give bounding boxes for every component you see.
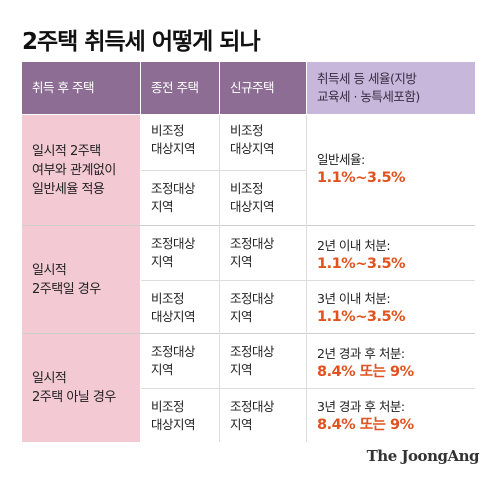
- cell-line: 조정대상: [230, 399, 275, 414]
- cell-line: 조정대상: [151, 344, 196, 359]
- group-2-label-line: 2주택일 경우: [32, 281, 101, 297]
- group-1-label-line: 여부와 관계없이: [32, 162, 116, 178]
- group-3-label-line: 2주택 아닐 경우: [32, 390, 116, 405]
- divider: [141, 170, 306, 171]
- rate-value: 1.1%~3.5%: [317, 256, 406, 272]
- cell-line: 지역: [151, 199, 174, 214]
- header-rate-line1: 취득세 등 세율(지방: [317, 71, 417, 86]
- group-1-label-line: 일반세율 적용: [32, 181, 105, 197]
- cell-line: 지역: [230, 254, 253, 269]
- group-1-rate: 일반세율: 1.1%~3.5%: [307, 151, 475, 187]
- divider: [141, 280, 475, 281]
- cell-line: 대상지역: [230, 141, 275, 156]
- rate-value: 1.1%~3.5%: [317, 170, 406, 186]
- group-3-row-1-previous: 조정대상 지역: [141, 343, 219, 379]
- cell-line: 지역: [230, 309, 253, 324]
- cell-line: 지역: [230, 417, 253, 432]
- cell-line: 비조정: [230, 181, 264, 196]
- group-3-label: 일시적 2주택 아닐 경우: [22, 334, 140, 442]
- header-rate-line2: 교육세 · 농특세포함): [317, 89, 420, 104]
- group-3-label-line: 일시적: [32, 371, 67, 386]
- group-3-rate-2: 3년 경과 후 처분: 8.4% 또는 9%: [307, 398, 475, 434]
- cell-line: 비조정: [151, 291, 185, 306]
- column-divider: [219, 115, 220, 442]
- cell-line: 비조정: [151, 123, 185, 138]
- rate-value: 8.4% 또는 9%: [317, 364, 414, 380]
- row-divider: [22, 225, 475, 226]
- group-1-row-2-previous: 조정대상 지역: [141, 180, 219, 216]
- group-1-row-2-new: 비조정 대상지역: [220, 180, 306, 216]
- tax-table: 취득 후 주택 종전 주택 신규주택 취득세 등 세율(지방 교육세 · 농특세…: [22, 62, 475, 442]
- group-2-row-1-previous: 조정대상 지역: [141, 235, 219, 271]
- row-divider: [22, 333, 475, 334]
- cell-line: 비조정: [230, 123, 264, 138]
- header-rate: 취득세 등 세율(지방 교육세 · 농특세포함): [307, 62, 475, 114]
- header-previous-label: 종전 주택: [151, 80, 199, 95]
- cell-line: 비조정: [151, 399, 185, 414]
- group-2-row-2-new: 조정대상 지역: [220, 290, 306, 326]
- source-logo: The JoongAng: [366, 447, 480, 465]
- rate-label: 3년 이내 처분:: [317, 291, 391, 306]
- group-1-row-1-previous: 비조정 대상지역: [141, 122, 219, 158]
- cell-line: 지역: [151, 362, 174, 377]
- rate-label: 2년 경과 후 처분:: [317, 346, 405, 361]
- header-new-label: 신규주택: [230, 80, 275, 95]
- cell-line: 지역: [230, 362, 253, 377]
- group-1-label-line: 일시적 2주택: [32, 143, 101, 159]
- cell-line: 대상지역: [151, 141, 196, 156]
- cell-line: 조정대상: [151, 181, 196, 196]
- rate-value: 8.4% 또는 9%: [317, 417, 414, 433]
- cell-line: 조정대상: [151, 236, 196, 251]
- group-1-label: 일시적 2주택 여부와 관계없이 일반세율 적용: [22, 115, 140, 225]
- cell-line: 대상지역: [151, 309, 196, 324]
- group-2-row-1-new: 조정대상 지역: [220, 235, 306, 271]
- page-title: 2주택 취득세 어떻게 되나: [22, 29, 261, 55]
- group-3-row-2-new: 조정대상 지역: [220, 398, 306, 434]
- group-3-row-2-previous: 비조정 대상지역: [141, 398, 219, 434]
- group-2-label-line: 일시적: [32, 262, 67, 278]
- rate-label: 2년 이내 처분:: [317, 238, 391, 253]
- rate-value: 1.1%~3.5%: [317, 309, 406, 325]
- cell-line: 조정대상: [230, 344, 275, 359]
- group-2-label: 일시적 2주택일 경우: [22, 226, 140, 333]
- group-3-row-1-new: 조정대상 지역: [220, 343, 306, 379]
- divider: [141, 388, 475, 389]
- header-acquisition-label: 취득 후 주택: [32, 80, 94, 95]
- group-2-rate-2: 3년 이내 처분: 1.1%~3.5%: [307, 290, 475, 326]
- cell-line: 조정대상: [230, 236, 275, 251]
- rate-label: 일반세율:: [317, 152, 365, 167]
- column-divider: [306, 115, 307, 442]
- group-1-row-1-new: 비조정 대상지역: [220, 122, 306, 158]
- cell-line: 대상지역: [151, 417, 196, 432]
- header-new: 신규주택: [220, 62, 306, 114]
- group-3-rate-1: 2년 경과 후 처분: 8.4% 또는 9%: [307, 345, 475, 381]
- group-2-row-2-previous: 비조정 대상지역: [141, 290, 219, 326]
- cell-line: 대상지역: [230, 199, 275, 214]
- cell-line: 지역: [151, 254, 174, 269]
- group-2-rate-1: 2년 이내 처분: 1.1%~3.5%: [307, 237, 475, 273]
- header-acquisition: 취득 후 주택: [22, 62, 140, 114]
- rate-label: 3년 경과 후 처분:: [317, 399, 405, 414]
- cell-line: 조정대상: [230, 291, 275, 306]
- header-previous: 종전 주택: [141, 62, 219, 114]
